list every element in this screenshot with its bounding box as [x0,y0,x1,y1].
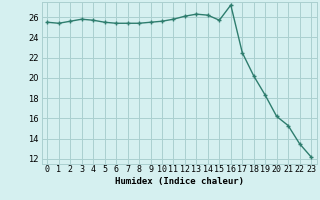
X-axis label: Humidex (Indice chaleur): Humidex (Indice chaleur) [115,177,244,186]
